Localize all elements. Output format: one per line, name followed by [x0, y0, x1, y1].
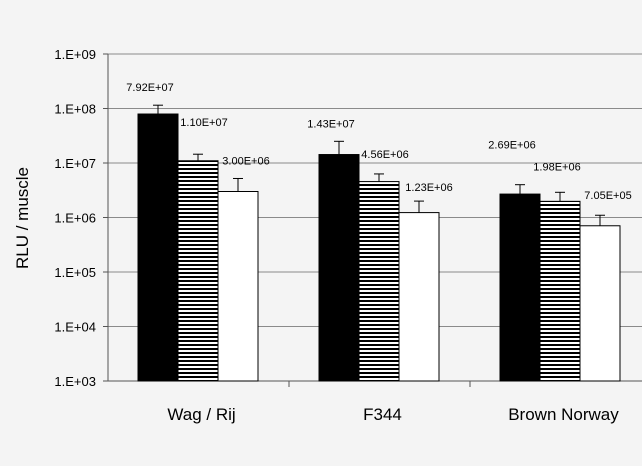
y-tick-label: 1.E+06 — [54, 211, 96, 226]
data-label: 1.23E+06 — [405, 182, 452, 194]
axes: 1.E+03 1.E+04 1.E+05 1.E+06 1.E+07 1.E+08 1.E+… — [54, 47, 642, 424]
y-tick-label: 1.E+04 — [54, 320, 96, 335]
error-bars — [153, 104, 605, 226]
data-label: 1.98E+06 — [533, 161, 580, 173]
y-tick-label: 1.E+05 — [54, 265, 96, 280]
bar — [217, 190, 259, 382]
data-label: 2.69E+06 — [488, 140, 535, 152]
bar — [137, 113, 179, 382]
bar — [539, 200, 581, 382]
bar — [318, 154, 360, 382]
y-tick-label: 1.E+03 — [54, 374, 96, 389]
bars — [137, 113, 621, 382]
x-tick-label: Brown Norway — [508, 405, 619, 424]
bar — [177, 160, 219, 382]
y-tick-label: 1.E+09 — [54, 47, 96, 62]
bar — [499, 193, 541, 382]
data-label: 7.92E+07 — [126, 82, 173, 94]
y-tick-label: 1.E+07 — [54, 156, 96, 171]
y-tick-label: 1.E+08 — [54, 102, 96, 117]
y-axis-label: RLU / muscle — [13, 167, 32, 269]
data-label: 4.56E+06 — [361, 149, 408, 161]
data-label: 3.00E+06 — [222, 155, 269, 167]
data-label: 7.05E+05 — [584, 190, 631, 202]
x-tick-label: Wag / Rij — [167, 405, 235, 424]
data-label: 1.10E+07 — [180, 117, 227, 129]
bar — [358, 181, 400, 382]
data-labels: 7.92E+07 1.10E+07 3.00E+06 1.43E+07 4.56E+06… — [126, 82, 631, 202]
data-label: 1.43E+07 — [307, 118, 354, 130]
x-tick-label: F344 — [363, 405, 402, 424]
bar — [579, 225, 621, 382]
bar — [398, 212, 440, 382]
